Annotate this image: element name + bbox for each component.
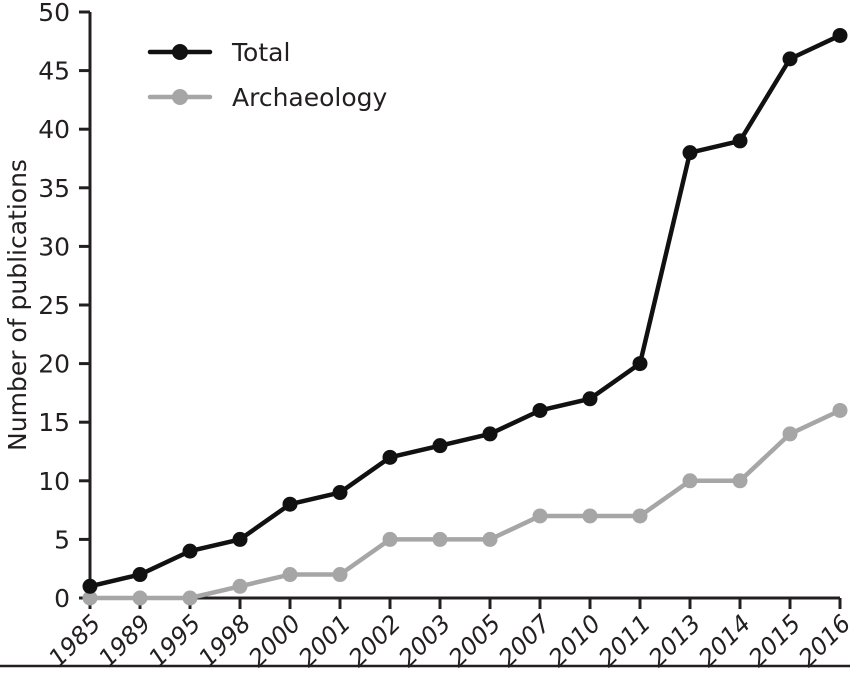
y-tick-label: 20 (38, 350, 70, 379)
y-tick-label: 25 (38, 291, 70, 320)
data-point[interactable] (732, 473, 748, 489)
y-tick-label: 40 (38, 115, 70, 144)
data-point[interactable] (632, 508, 648, 524)
x-tick-label: 2002 (343, 609, 406, 672)
series-line (87, 408, 843, 601)
data-point[interactable] (182, 543, 198, 559)
x-tick-label: 2013 (643, 609, 706, 672)
data-point[interactable] (82, 590, 98, 606)
data-point[interactable] (132, 567, 148, 583)
x-tick-label: 1985 (43, 609, 106, 672)
x-tick-label: 2016 (793, 609, 850, 672)
y-tick-label: 30 (38, 232, 70, 261)
y-tick-label: 5 (54, 525, 70, 554)
x-tick-label: 1995 (143, 609, 206, 672)
data-point[interactable] (232, 531, 248, 547)
data-point[interactable] (582, 391, 598, 407)
x-tick-label: 2005 (443, 609, 506, 672)
x-tick-label: 2001 (293, 609, 356, 672)
legend-label: Total (231, 38, 290, 67)
data-point[interactable] (832, 27, 848, 43)
series-total (82, 27, 848, 594)
data-point[interactable] (782, 426, 798, 442)
legend-entry[interactable]: Total (147, 38, 290, 67)
x-tick-label: 2000 (243, 609, 306, 672)
x-tick-label: 2015 (743, 609, 806, 672)
data-point[interactable] (632, 356, 648, 372)
data-point[interactable] (332, 485, 348, 501)
y-axis-title: Number of publications (3, 159, 32, 451)
x-tick-label: 2003 (393, 609, 456, 672)
legend-entry[interactable]: Archaeology (147, 83, 388, 112)
y-tick-label: 15 (38, 408, 70, 437)
data-point[interactable] (582, 508, 598, 524)
x-tick-label: 2011 (593, 609, 656, 672)
x-tick-label: 2010 (543, 609, 606, 672)
data-point[interactable] (282, 496, 298, 512)
y-tick-label: 45 (38, 57, 70, 86)
data-point[interactable] (382, 449, 398, 465)
data-point[interactable] (382, 531, 398, 547)
x-tick-label: 2014 (693, 609, 756, 672)
y-tick-label: 50 (38, 0, 70, 27)
x-tick-label: 2007 (493, 609, 557, 673)
data-point[interactable] (282, 567, 298, 583)
data-point[interactable] (832, 402, 848, 418)
x-tick-label: 1998 (193, 609, 256, 672)
data-point[interactable] (132, 590, 148, 606)
y-tick-label: 10 (38, 467, 70, 496)
y-tick-label: 35 (38, 174, 70, 203)
data-point[interactable] (82, 578, 98, 594)
legend-marker (172, 89, 188, 105)
data-point[interactable] (682, 473, 698, 489)
y-tick-label: 0 (54, 584, 70, 613)
legend-label: Archaeology (232, 83, 388, 112)
data-point[interactable] (732, 133, 748, 149)
data-point[interactable] (432, 438, 448, 454)
data-point[interactable] (432, 531, 448, 547)
data-point[interactable] (482, 531, 498, 547)
data-point[interactable] (232, 578, 248, 594)
series-archaeology (82, 402, 848, 606)
data-point[interactable] (332, 567, 348, 583)
data-point[interactable] (482, 426, 498, 442)
data-point[interactable] (782, 51, 798, 67)
x-tick-label: 1989 (93, 609, 156, 672)
series-line (87, 33, 843, 589)
data-point[interactable] (532, 402, 548, 418)
data-point[interactable] (682, 145, 698, 161)
data-point[interactable] (182, 590, 198, 606)
data-point[interactable] (532, 508, 548, 524)
legend-marker (172, 44, 188, 60)
